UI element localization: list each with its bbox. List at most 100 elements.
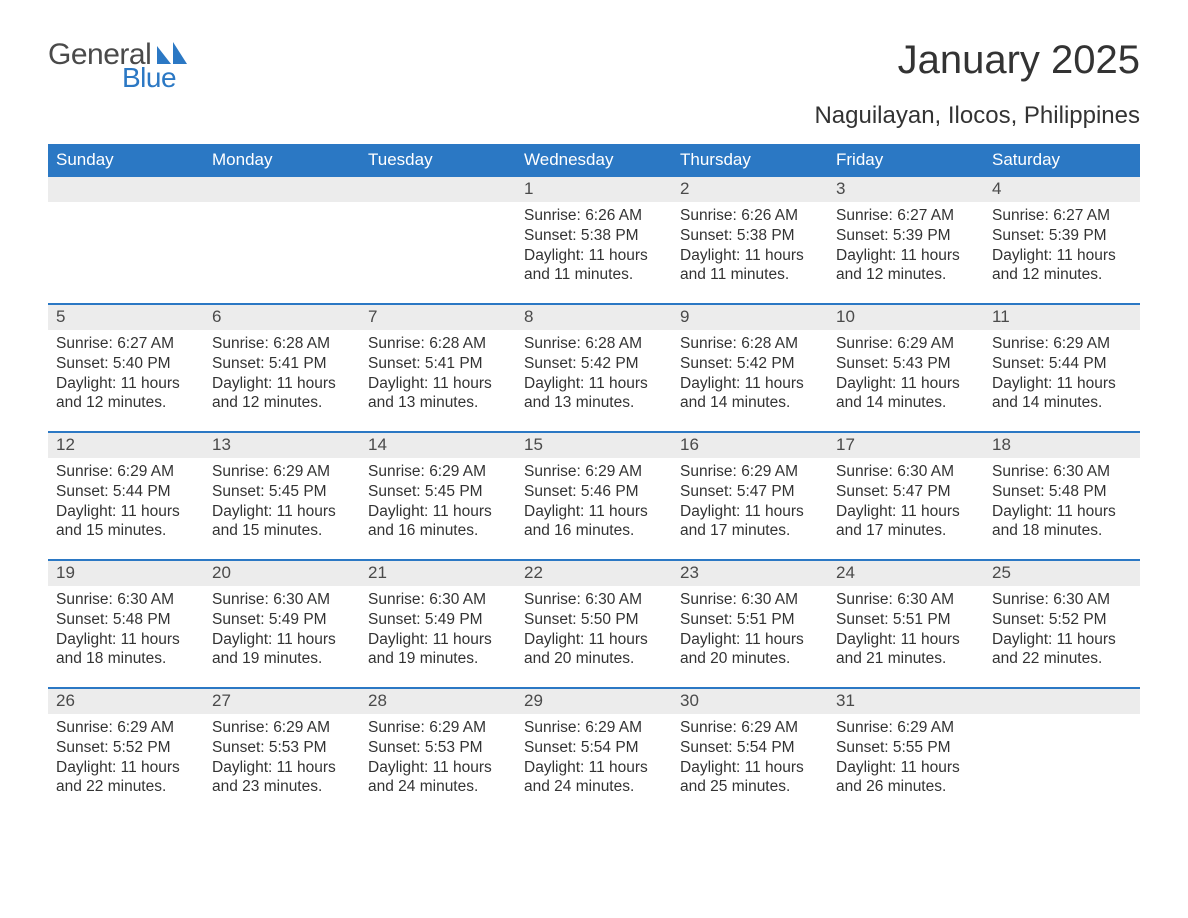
sunrise-value: 6:30 AM: [1053, 463, 1110, 480]
sunset-value: 5:45 PM: [425, 483, 483, 500]
sunrise-value: 6:30 AM: [429, 591, 486, 608]
sunrise-label: Sunrise:: [836, 335, 893, 352]
sunset-line: Sunset: 5:38 PM: [680, 226, 820, 246]
sunrise-value: 6:30 AM: [741, 591, 798, 608]
sunrise-line: Sunrise: 6:29 AM: [56, 718, 196, 738]
daylight-line: Daylight: 11 hours and 16 minutes.: [524, 502, 664, 542]
sunrise-line: Sunrise: 6:30 AM: [992, 590, 1132, 610]
day-body: Sunrise: 6:29 AMSunset: 5:47 PMDaylight:…: [672, 458, 828, 555]
sunrise-value: 6:30 AM: [273, 591, 330, 608]
sunrise-line: Sunrise: 6:27 AM: [836, 206, 976, 226]
dow-cell: Saturday: [984, 144, 1140, 177]
sunrise-label: Sunrise:: [56, 591, 113, 608]
day-number: 17: [828, 433, 984, 458]
calendar-week: Sunrise: Sunset: Daylight: Sunrise: Suns…: [48, 177, 1140, 303]
daylight-line: Daylight: 11 hours and 22 minutes.: [992, 630, 1132, 670]
sunrise-label: Sunrise:: [680, 207, 737, 224]
day-number: 3: [828, 177, 984, 202]
day-number: 27: [204, 689, 360, 714]
daylight-label: Daylight:: [992, 503, 1052, 520]
day-number: [984, 689, 1140, 714]
sunrise-line: Sunrise: 6:30 AM: [992, 462, 1132, 482]
day-body: Sunrise: 6:28 AMSunset: 5:42 PMDaylight:…: [672, 330, 828, 427]
sunrise-label: Sunrise:: [992, 207, 1049, 224]
day-cell: 21Sunrise: 6:30 AMSunset: 5:49 PMDayligh…: [360, 561, 516, 687]
sunset-value: 5:50 PM: [581, 611, 639, 628]
day-number: 9: [672, 305, 828, 330]
day-cell: 16Sunrise: 6:29 AMSunset: 5:47 PMDayligh…: [672, 433, 828, 559]
sunset-value: 5:43 PM: [893, 355, 951, 372]
sunrise-label: Sunrise:: [212, 463, 269, 480]
sunset-value: 5:53 PM: [425, 739, 483, 756]
sunset-label: Sunset:: [992, 355, 1045, 372]
day-body: Sunrise: 6:28 AMSunset: 5:42 PMDaylight:…: [516, 330, 672, 427]
day-number: [360, 177, 516, 202]
sunset-line: Sunset: 5:55 PM: [836, 738, 976, 758]
sunset-line: Sunset: 5:47 PM: [680, 482, 820, 502]
day-body: Sunrise: 6:29 AMSunset: 5:54 PMDaylight:…: [516, 714, 672, 811]
sunrise-value: 6:28 AM: [429, 335, 486, 352]
sunrise-value: 6:30 AM: [117, 591, 174, 608]
day-number: 28: [360, 689, 516, 714]
day-cell: 26Sunrise: 6:29 AMSunset: 5:52 PMDayligh…: [48, 689, 204, 815]
sunset-label: Sunset:: [836, 355, 889, 372]
sunrise-label: Sunrise:: [992, 591, 1049, 608]
weeks-container: Sunrise: Sunset: Daylight: Sunrise: Suns…: [48, 177, 1140, 815]
sunrise-line: Sunrise: 6:30 AM: [524, 590, 664, 610]
daylight-label: Daylight:: [680, 503, 740, 520]
sunrise-line: Sunrise: 6:28 AM: [212, 334, 352, 354]
sunset-line: Sunset: 5:48 PM: [992, 482, 1132, 502]
daylight-label: Daylight:: [56, 503, 116, 520]
daylight-line: Daylight: 11 hours and 24 minutes.: [524, 758, 664, 798]
day-body: Sunrise: 6:30 AMSunset: 5:49 PMDaylight:…: [204, 586, 360, 683]
day-body: Sunrise: 6:29 AMSunset: 5:52 PMDaylight:…: [48, 714, 204, 811]
sunset-label: Sunset:: [368, 483, 421, 500]
day-number: [48, 177, 204, 202]
day-cell: 24Sunrise: 6:30 AMSunset: 5:51 PMDayligh…: [828, 561, 984, 687]
day-number: 25: [984, 561, 1140, 586]
dow-cell: Tuesday: [360, 144, 516, 177]
sunset-label: Sunset:: [524, 227, 577, 244]
sunset-label: Sunset:: [680, 739, 733, 756]
sunset-value: 5:53 PM: [269, 739, 327, 756]
sunrise-line: Sunrise: 6:29 AM: [368, 462, 508, 482]
daylight-line: Daylight: 11 hours and 13 minutes.: [368, 374, 508, 414]
daylight-line: Daylight: 11 hours and 20 minutes.: [524, 630, 664, 670]
sunset-label: Sunset:: [524, 483, 577, 500]
daylight-line: Daylight: 11 hours and 11 minutes.: [524, 246, 664, 286]
daylight-label: Daylight:: [212, 503, 272, 520]
sunrise-label: Sunrise:: [368, 591, 425, 608]
daylight-line: Daylight: 11 hours and 18 minutes.: [992, 502, 1132, 542]
sunset-label: Sunset:: [56, 355, 109, 372]
daylight-label: Daylight:: [212, 375, 272, 392]
daylight-line: Daylight: 11 hours and 24 minutes.: [368, 758, 508, 798]
dow-cell: Wednesday: [516, 144, 672, 177]
sunrise-label: Sunrise:: [368, 463, 425, 480]
day-cell: Sunrise: Sunset: Daylight:: [204, 177, 360, 303]
day-body: Sunrise: 6:30 AMSunset: 5:51 PMDaylight:…: [672, 586, 828, 683]
day-body: Sunrise: 6:28 AMSunset: 5:41 PMDaylight:…: [360, 330, 516, 427]
day-number: 1: [516, 177, 672, 202]
day-number: 6: [204, 305, 360, 330]
daylight-label: Daylight:: [524, 503, 584, 520]
sunset-label: Sunset:: [56, 739, 109, 756]
sunrise-value: 6:29 AM: [117, 719, 174, 736]
day-cell: 27Sunrise: 6:29 AMSunset: 5:53 PMDayligh…: [204, 689, 360, 815]
sunset-value: 5:41 PM: [269, 355, 327, 372]
day-cell: 7Sunrise: 6:28 AMSunset: 5:41 PMDaylight…: [360, 305, 516, 431]
dow-cell: Thursday: [672, 144, 828, 177]
dow-cell: Sunday: [48, 144, 204, 177]
day-number: 13: [204, 433, 360, 458]
sunrise-label: Sunrise:: [836, 463, 893, 480]
sunrise-value: 6:29 AM: [897, 335, 954, 352]
day-cell: 8Sunrise: 6:28 AMSunset: 5:42 PMDaylight…: [516, 305, 672, 431]
daylight-label: Daylight:: [524, 631, 584, 648]
day-cell: 29Sunrise: 6:29 AMSunset: 5:54 PMDayligh…: [516, 689, 672, 815]
sunset-value: 5:49 PM: [269, 611, 327, 628]
day-number: 15: [516, 433, 672, 458]
day-body: Sunrise: 6:28 AMSunset: 5:41 PMDaylight:…: [204, 330, 360, 427]
sunset-value: 5:54 PM: [581, 739, 639, 756]
daylight-line: Daylight: 11 hours and 22 minutes.: [56, 758, 196, 798]
sunset-label: Sunset:: [368, 611, 421, 628]
day-number: 22: [516, 561, 672, 586]
